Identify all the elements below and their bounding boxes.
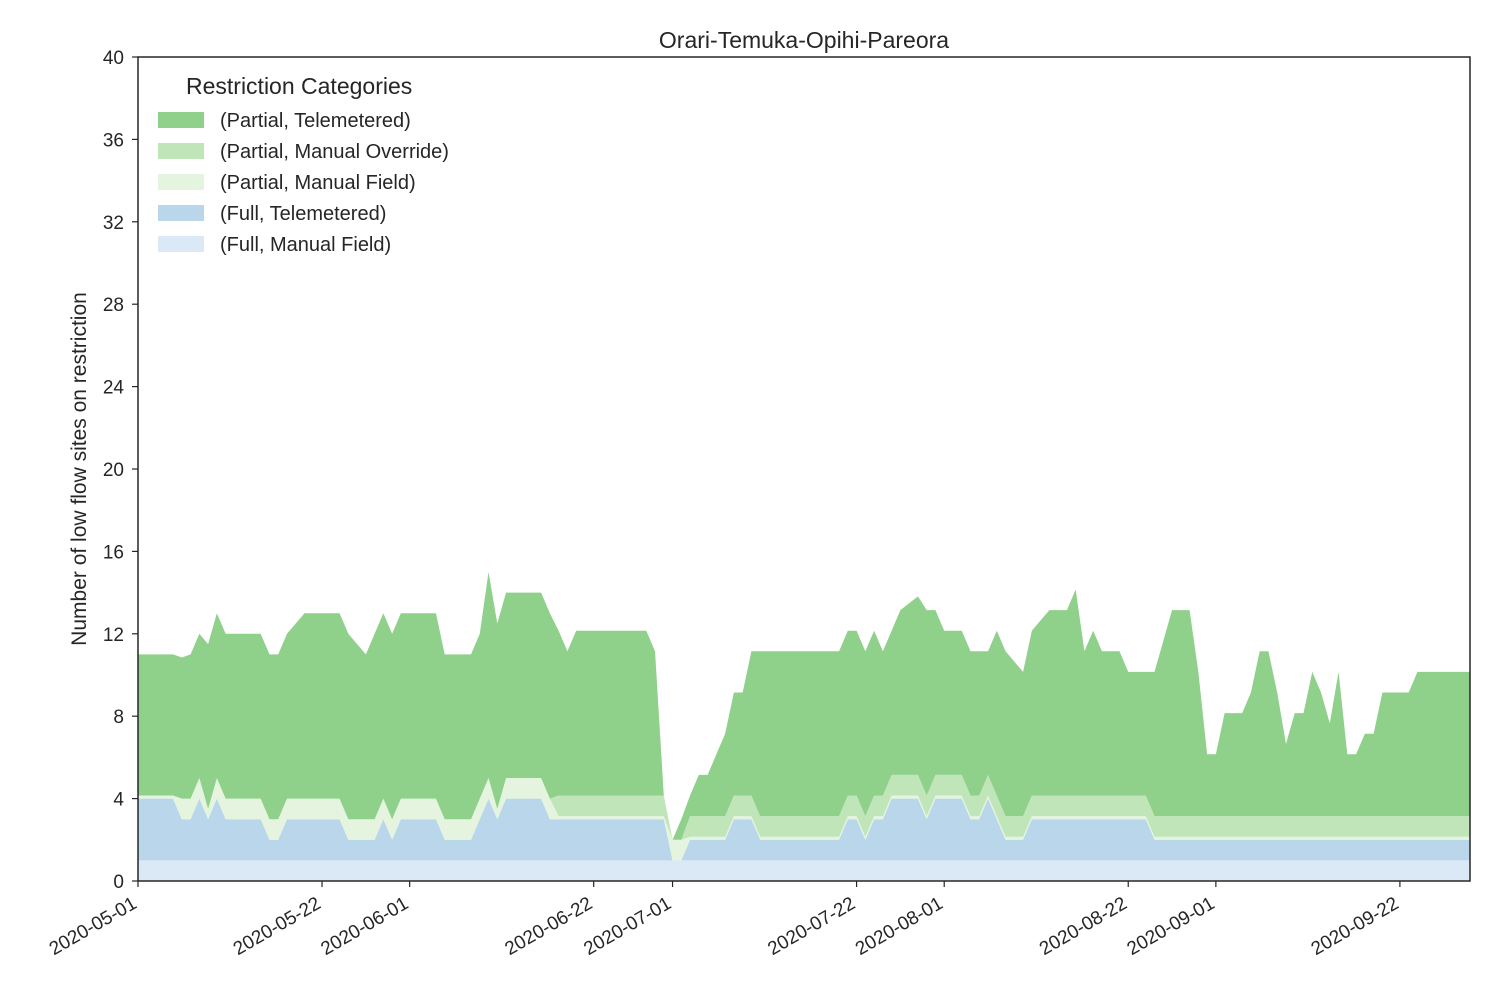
x-tick-label: 2020-06-22 — [502, 893, 597, 960]
chart-title: Orari-Temuka-Opihi-Pareora — [659, 27, 949, 53]
y-tick-label: 8 — [113, 707, 124, 728]
legend-label: (Full, Manual Field) — [220, 234, 391, 256]
y-tick-label: 20 — [103, 460, 124, 481]
legend-swatch — [158, 205, 204, 221]
y-tick-label: 32 — [103, 213, 124, 234]
area-0 — [138, 860, 1470, 881]
y-tick-label: 16 — [103, 542, 124, 563]
y-tick-label: 0 — [113, 872, 124, 893]
legend-swatch — [158, 236, 204, 252]
legend-title: Restriction Categories — [186, 73, 412, 99]
y-tick-label: 28 — [103, 295, 124, 316]
legend-label: (Partial, Manual Override) — [220, 141, 449, 163]
x-tick-label: 2020-09-01 — [1124, 893, 1219, 960]
x-tick-label: 2020-08-22 — [1036, 893, 1131, 960]
legend-label: (Partial, Manual Field) — [220, 172, 416, 194]
x-tick-label: 2020-07-01 — [580, 893, 675, 960]
area-3 — [138, 774, 1470, 840]
y-tick-label: 24 — [103, 378, 125, 399]
y-tick-label: 12 — [103, 625, 124, 646]
y-axis-label: Number of low flow sites on restriction — [68, 292, 91, 646]
area-layers — [138, 572, 1470, 881]
area-4 — [138, 572, 1470, 840]
x-tick-label: 2020-08-01 — [852, 893, 947, 960]
area-2 — [138, 778, 1470, 861]
legend-swatch — [158, 174, 204, 190]
area-1 — [138, 798, 1470, 861]
x-tick-label: 2020-05-22 — [230, 893, 325, 960]
y-tick-label: 40 — [103, 48, 124, 69]
legend-label: (Partial, Telemetered) — [220, 110, 411, 132]
y-tick-label: 36 — [103, 130, 124, 151]
legend-swatch — [158, 112, 204, 128]
legend: Restriction Categories (Partial, Telemet… — [158, 73, 449, 256]
x-tick-label: 2020-06-01 — [317, 893, 412, 960]
x-tick-label: 2020-09-22 — [1308, 893, 1403, 960]
x-tick-label: 2020-07-22 — [764, 893, 859, 960]
legend-label: (Full, Telemetered) — [220, 203, 386, 225]
x-tick-label: 2020-05-01 — [46, 893, 141, 960]
y-axis-ticks: 0 4 8 12 16 20 24 28 32 36 40 — [103, 48, 138, 893]
y-tick-label: 4 — [113, 790, 124, 811]
plot-frame — [137, 56, 1471, 882]
legend-swatch — [158, 143, 204, 159]
